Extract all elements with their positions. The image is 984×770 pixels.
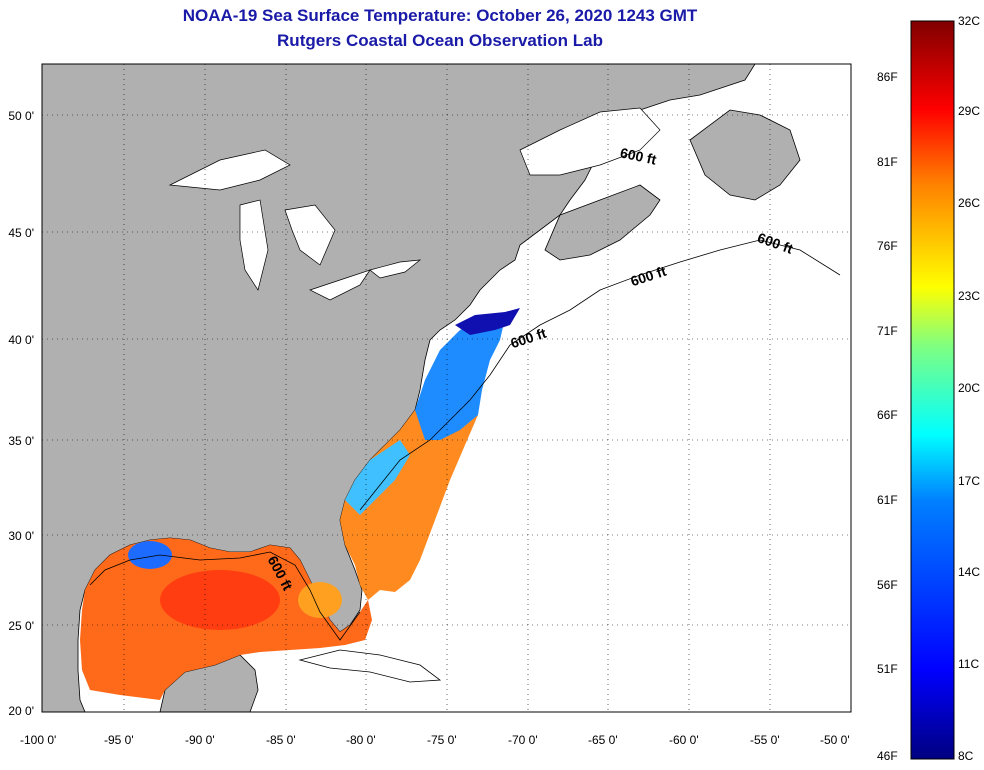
colorbar-f-label: 46F bbox=[877, 749, 898, 763]
lat-label: 20 0' bbox=[8, 704, 34, 718]
lon-label: -80 0' bbox=[346, 733, 376, 747]
land-cuba bbox=[298, 649, 442, 683]
lat-label: 40 0' bbox=[8, 333, 34, 347]
colorbar-f-label: 81F bbox=[877, 155, 898, 169]
colorbar-c-label: 23C bbox=[958, 289, 981, 303]
gulf-st-lawrence bbox=[519, 107, 661, 176]
lat-label: 35 0' bbox=[8, 434, 34, 448]
sst-gulf-maine bbox=[455, 308, 520, 335]
colorbar-c-label: 26C bbox=[958, 196, 981, 210]
lon-label: -100 0' bbox=[20, 733, 57, 747]
lat-label: 25 0' bbox=[8, 619, 34, 633]
map-title: NOAA-19 Sea Surface Temperature: October… bbox=[182, 6, 698, 25]
lon-label: -65 0' bbox=[588, 733, 618, 747]
colorbar-f-label: 61F bbox=[877, 493, 898, 507]
colorbar-c-label: 20C bbox=[958, 381, 981, 395]
colorbar-f-label: 51F bbox=[877, 662, 898, 676]
map-frame bbox=[41, 63, 852, 713]
sst-cool-patch bbox=[128, 541, 172, 569]
colorbar-c-label: 32C bbox=[958, 14, 981, 28]
lon-label: -85 0' bbox=[266, 733, 296, 747]
sst-east-coast bbox=[340, 390, 478, 600]
colorbar-f-label: 86F bbox=[877, 70, 898, 84]
lat-label: 30 0' bbox=[8, 529, 34, 543]
great-lakes bbox=[168, 149, 422, 301]
map-subtitle: Rutgers Coastal Ocean Observation Lab bbox=[277, 31, 603, 50]
colorbar bbox=[910, 20, 955, 760]
colorbar-c-label: 29C bbox=[958, 104, 981, 118]
colorbar-c-label: 17C bbox=[958, 474, 981, 488]
colorbar-f-label: 56F bbox=[877, 578, 898, 592]
sst-mid-atlantic bbox=[415, 318, 505, 440]
colorbar-c-label: 11C bbox=[958, 657, 980, 671]
lon-label: -60 0' bbox=[669, 733, 699, 747]
lon-label: -55 0' bbox=[750, 733, 780, 747]
lon-label: -75 0' bbox=[427, 733, 457, 747]
colorbar-f-label: 71F bbox=[877, 324, 898, 338]
colorbar-c-label: 14C bbox=[958, 565, 981, 579]
sst-patch-2 bbox=[298, 582, 342, 618]
sst-carolina-coast bbox=[345, 440, 410, 515]
lon-label: -90 0' bbox=[185, 733, 215, 747]
lon-label: -95 0' bbox=[104, 733, 134, 747]
sst-warm-patch bbox=[160, 570, 280, 630]
lon-label: -50 0' bbox=[820, 733, 850, 747]
gridlines bbox=[42, 64, 851, 712]
colorbar-f-label: 66F bbox=[877, 408, 898, 422]
contour-600ft bbox=[89, 239, 841, 641]
lon-label: -70 0' bbox=[508, 733, 538, 747]
colorbar-f-label: 76F bbox=[877, 239, 898, 253]
lat-label: 45 0' bbox=[8, 226, 34, 240]
land-maritimes bbox=[544, 184, 661, 261]
colorbar-c-label: 8C bbox=[958, 749, 974, 763]
lat-label: 50 0' bbox=[8, 109, 34, 123]
land-newfoundland bbox=[689, 109, 801, 201]
